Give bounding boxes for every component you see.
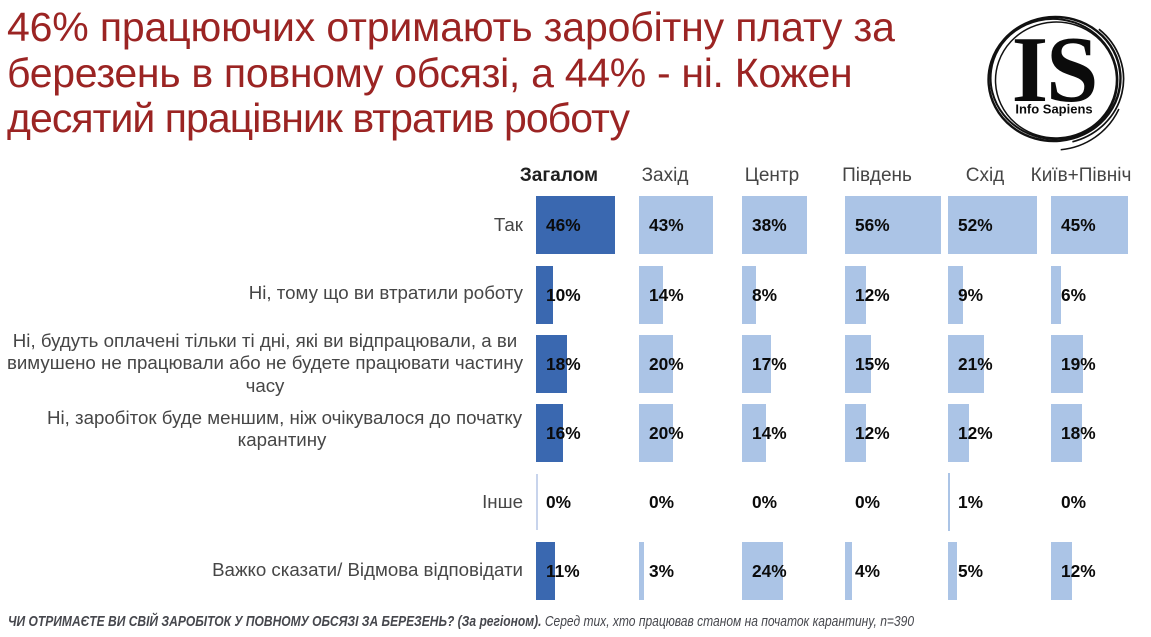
svg-text:IS: IS <box>1012 18 1097 122</box>
svg-text:Info Sapiens: Info Sapiens <box>1015 102 1092 117</box>
